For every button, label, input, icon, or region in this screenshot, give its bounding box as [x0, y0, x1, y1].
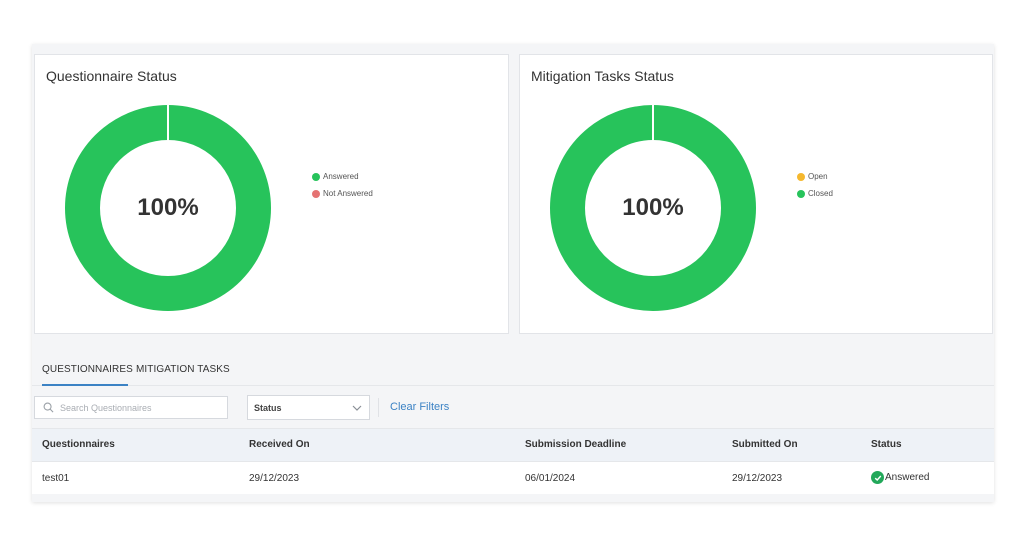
mitigation-donut-chart: [550, 105, 756, 311]
cell-submitted-on: 29/12/2023: [732, 473, 783, 484]
legend-label: Open: [808, 172, 828, 181]
legend-item-answered[interactable]: Answered: [312, 168, 373, 185]
questionnaire-donut-chart: [65, 105, 271, 311]
column-header-received-on[interactable]: Received On: [249, 439, 310, 450]
questionnaire-status-card: Questionnaire Status 100% Answered Not A…: [34, 54, 509, 334]
search-box: [34, 396, 228, 419]
chevron-down-icon: [352, 405, 362, 411]
cell-submission-deadline: 06/01/2024: [525, 473, 576, 484]
table-row[interactable]: test01 29/12/2023 06/01/2024 29/12/2023 …: [32, 461, 994, 494]
legend-item-not-answered[interactable]: Not Answered: [312, 185, 373, 202]
column-header-questionnaires[interactable]: Questionnaires: [42, 439, 115, 450]
legend-dot-icon: [797, 189, 805, 198]
mitigation-status-title: Mitigation Tasks Status: [531, 68, 674, 84]
legend-label: Answered: [323, 172, 359, 181]
mitigation-legend: Open Closed: [797, 168, 833, 202]
status-label: Answered: [885, 472, 930, 483]
legend-item-open[interactable]: Open: [797, 168, 833, 185]
dashboard: Questionnaire Status 100% Answered Not A…: [32, 44, 994, 502]
column-header-submitted-on[interactable]: Submitted On: [732, 439, 798, 450]
tab-bar: QUESTIONNAIRES MITIGATION TASKS: [32, 352, 994, 386]
tab-questionnaires[interactable]: QUESTIONNAIRES: [42, 364, 133, 386]
check-circle-icon: [871, 471, 884, 484]
column-header-status[interactable]: Status: [871, 439, 902, 450]
column-header-submission-deadline[interactable]: Submission Deadline: [525, 439, 627, 450]
legend-label: Closed: [808, 189, 833, 198]
tab-mitigation-tasks[interactable]: MITIGATION TASKS: [136, 364, 230, 375]
legend-item-closed[interactable]: Closed: [797, 185, 833, 202]
status-select-value: Status: [254, 402, 282, 413]
search-input[interactable]: [60, 402, 210, 413]
filter-bar: Status Clear Filters: [32, 392, 994, 426]
cell-received-on: 29/12/2023: [249, 473, 300, 484]
questionnaires-table: Questionnaires Received On Submission De…: [32, 428, 994, 494]
legend-dot-icon: [312, 189, 320, 198]
table-header-row: Questionnaires Received On Submission De…: [32, 428, 994, 461]
legend-dot-icon: [797, 172, 805, 181]
donut-slice-answered[interactable]: [65, 105, 271, 311]
clear-filters-link[interactable]: Clear Filters: [390, 401, 450, 413]
search-icon: [43, 402, 54, 413]
divider: [378, 398, 379, 417]
legend-dot-icon: [312, 172, 320, 181]
legend-label: Not Answered: [323, 189, 373, 198]
mitigation-status-card: Mitigation Tasks Status 100% Open Closed: [519, 54, 993, 334]
questionnaire-legend: Answered Not Answered: [312, 168, 373, 202]
donut-slice-closed[interactable]: [550, 105, 756, 311]
status-badge: Answered: [871, 471, 929, 484]
status-select[interactable]: Status: [247, 395, 370, 420]
questionnaire-status-title: Questionnaire Status: [46, 68, 177, 84]
cell-questionnaire-name[interactable]: test01: [42, 473, 70, 484]
